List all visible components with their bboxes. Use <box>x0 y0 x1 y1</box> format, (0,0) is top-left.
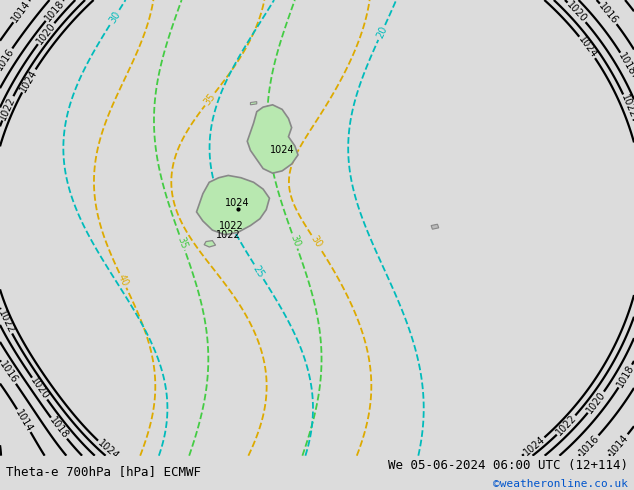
Text: 35: 35 <box>175 235 189 250</box>
Polygon shape <box>431 224 439 229</box>
Polygon shape <box>204 241 216 247</box>
Text: 1024: 1024 <box>95 438 120 462</box>
Text: Theta-e 700hPa [hPa] ECMWF: Theta-e 700hPa [hPa] ECMWF <box>6 465 202 478</box>
Text: 1014: 1014 <box>10 0 32 24</box>
Text: 30: 30 <box>308 234 323 250</box>
Text: 1016: 1016 <box>578 433 602 457</box>
Text: 1016: 1016 <box>0 360 20 386</box>
Text: 1014: 1014 <box>607 432 631 457</box>
Text: 40: 40 <box>116 273 130 288</box>
Text: 1020: 1020 <box>565 0 589 24</box>
Polygon shape <box>247 105 298 173</box>
Text: 1022: 1022 <box>216 230 241 240</box>
Text: 1024: 1024 <box>18 68 39 94</box>
Text: 1018: 1018 <box>42 0 66 23</box>
Text: 1022: 1022 <box>554 413 578 438</box>
Text: 1018: 1018 <box>615 363 634 389</box>
Text: 1022: 1022 <box>219 220 244 231</box>
Text: 20: 20 <box>375 25 389 40</box>
Polygon shape <box>197 175 269 235</box>
Text: ©weatheronline.co.uk: ©weatheronline.co.uk <box>493 479 628 489</box>
Text: 1018: 1018 <box>617 51 634 77</box>
Text: 1022: 1022 <box>0 308 16 335</box>
Text: 1018: 1018 <box>48 416 70 441</box>
Text: 30: 30 <box>288 234 302 248</box>
Text: 30: 30 <box>107 9 122 24</box>
Text: 1020: 1020 <box>34 21 58 46</box>
Text: 1014: 1014 <box>13 408 34 434</box>
Text: 35: 35 <box>202 91 217 107</box>
Text: 1024: 1024 <box>522 434 547 458</box>
Polygon shape <box>250 101 257 105</box>
Text: 1024: 1024 <box>226 198 250 208</box>
Text: 1016: 1016 <box>0 47 16 73</box>
Text: 1020: 1020 <box>29 376 51 402</box>
Text: 25: 25 <box>251 263 266 279</box>
Text: 1020: 1020 <box>585 390 607 415</box>
Text: 1016: 1016 <box>597 1 620 26</box>
Text: 1024: 1024 <box>270 146 294 155</box>
Text: 1022: 1022 <box>619 93 634 120</box>
Text: 1024: 1024 <box>576 34 598 60</box>
Text: We 05-06-2024 06:00 UTC (12+114): We 05-06-2024 06:00 UTC (12+114) <box>387 459 628 472</box>
Text: 1022: 1022 <box>0 95 17 122</box>
